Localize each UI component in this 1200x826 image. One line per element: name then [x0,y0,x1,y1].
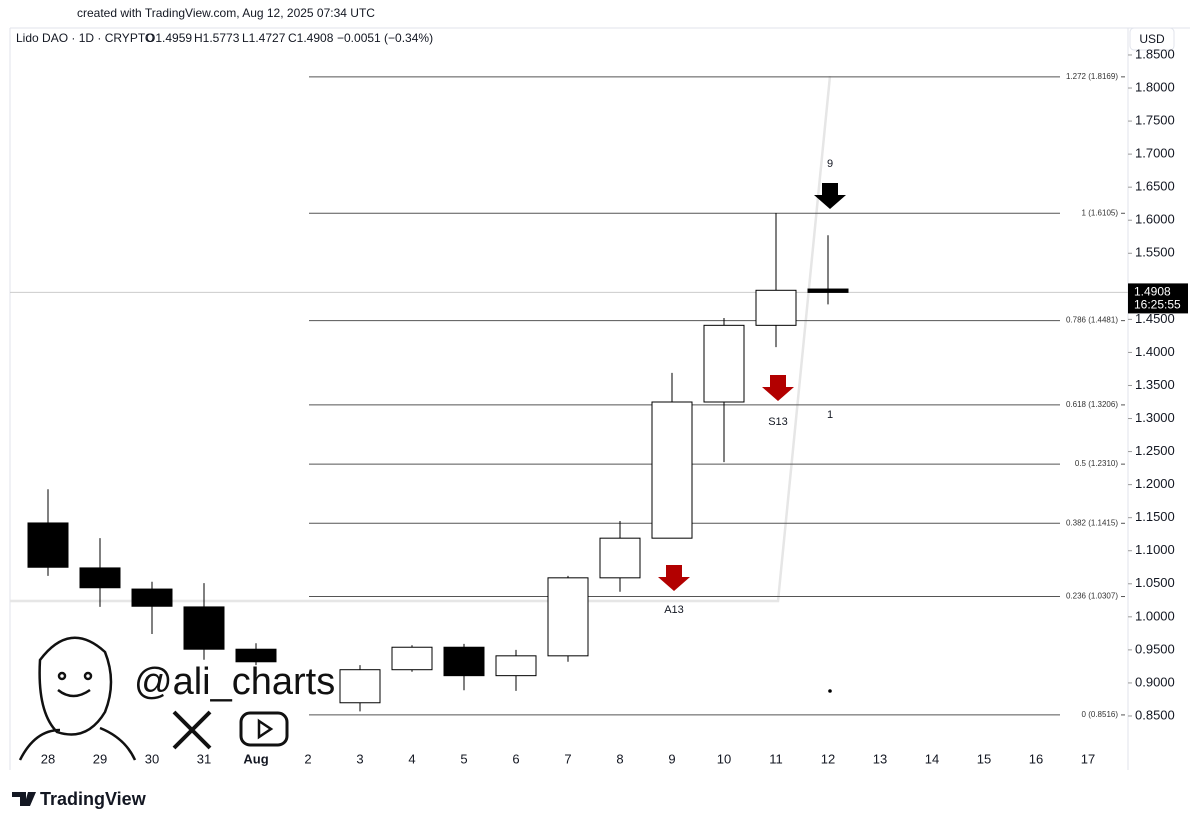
x-tick-label: 12 [821,751,835,766]
y-tick-label: 1.7000 [1135,146,1175,161]
ohlc-open: O1.4959 [146,31,192,45]
countdown: 16:25:55 [1134,298,1181,312]
y-tick-label: 1.5500 [1135,245,1175,260]
watermark: @ali_charts [134,661,335,703]
y-tick-label: 1.1000 [1135,542,1175,557]
annotation: S13 [768,416,788,428]
x-icon [172,710,212,750]
x-tick-label: 30 [145,751,159,766]
annotation: A13 [664,604,684,616]
x-tick-label: 9 [668,751,675,766]
x-tick-label: 11 [769,751,783,766]
currency[interactable]: USD [1139,32,1165,46]
footer-brand: TradingView [40,789,147,809]
x-tick-label: 10 [717,751,731,766]
fib-label: 0.236 (1.0307) [1066,592,1118,601]
dot [828,689,832,693]
x-tick-label: 15 [977,751,991,766]
y-tick-label: 0.9500 [1135,641,1175,656]
x-tick-label: 14 [925,751,939,766]
legend: Lido DAO · 1D · CRYPTO O1.4959 H1.5773 L… [16,31,433,45]
x-tick-label: 6 [512,751,519,766]
x-tick-label: 13 [873,751,887,766]
x-tick-label: 17 [1081,751,1095,766]
x-tick-label: 3 [356,751,363,766]
fib-label: 0.786 (1.4481) [1066,316,1118,325]
fib-label: 1.272 (1.8169) [1066,72,1118,81]
y-tick-label: 1.8000 [1135,79,1175,94]
x-tick-label: 16 [1029,751,1043,766]
y-tick-label: 1.2500 [1135,443,1175,458]
candle-body [599,537,641,579]
youtube-icon [239,711,289,747]
plot: 0.8500 0.9000 0.9500 1.0000 1.0500 1.1000 1.15… [10,46,1188,766]
candle-body [339,669,381,704]
avatar [18,636,137,761]
candle-body [807,288,849,293]
fib-label: 1 (1.6105) [1082,208,1119,217]
sell-arrow [814,183,846,209]
candle-body [443,646,485,677]
candle-body [131,588,173,607]
tv-logo [12,792,36,806]
candle-body [703,324,745,403]
x-tick-label: 31 [197,751,211,766]
x-tick-label: 28 [41,751,55,766]
ohlc-high: H1.5773 [194,31,240,45]
y-tick-label: 1.1500 [1135,509,1175,524]
price-box [1128,283,1188,314]
candle-body [495,655,537,677]
sell-arrow [762,375,794,401]
candle-body [79,567,121,589]
fib-label: 0.382 (1.1415) [1066,518,1118,527]
change: −0.0051 (−0.34%) [337,31,433,45]
candle-body [651,401,693,539]
sell-arrow [658,565,690,591]
ohlc-low: L1.4727 [242,31,286,45]
fib-label: 0 (0.8516) [1082,710,1119,719]
y-tick-label: 1.3500 [1135,377,1175,392]
x-tick-label: Aug [243,751,268,766]
y-tick-label: 0.8500 [1135,707,1175,722]
y-tick-label: 1.3000 [1135,410,1175,425]
x-tick-label: 29 [93,751,107,766]
price-label: 1.4908 [1134,285,1171,299]
y-tick-label: 1.4000 [1135,344,1175,359]
candle-body [183,606,225,650]
fib-label: 0.5 (1.2310) [1075,459,1118,468]
play-icon [257,718,274,740]
annotation: 1 [827,409,833,421]
candle-body [27,522,69,568]
x-tick-label: 4 [408,751,415,766]
candle-body [235,648,277,663]
y-tick-label: 1.6500 [1135,179,1175,194]
annotation: 9 [827,158,833,170]
ohlc-close: C1.4908 [288,31,334,45]
x-tick-label: 5 [460,751,467,766]
y-tick-label: 1.7500 [1135,113,1175,128]
candle-body [391,646,433,671]
symbol: Lido DAO · 1D · CRYPTO [16,31,154,45]
candle-body [755,289,797,326]
indicator-line [10,75,832,603]
currency-button[interactable] [1129,27,1175,51]
y-tick-label: 0.9000 [1135,674,1175,689]
y-tick-label: 1.8500 [1135,46,1175,61]
y-tick-label: 1.0500 [1135,575,1175,590]
y-tick-label: 1.4500 [1135,311,1175,326]
x-tick-label: 8 [616,751,623,766]
y-tick-label: 1.6000 [1135,212,1175,227]
x-tick-label: 7 [564,751,571,766]
fib-label: 0.618 (1.3206) [1066,400,1118,409]
y-tick-label: 1.2000 [1135,476,1175,491]
x-tick-label: 2 [304,751,311,766]
y-tick-label: 1.0000 [1135,608,1175,623]
created-note: created with TradingView.com, Aug 12, 20… [77,6,375,20]
candle-body [547,577,589,657]
